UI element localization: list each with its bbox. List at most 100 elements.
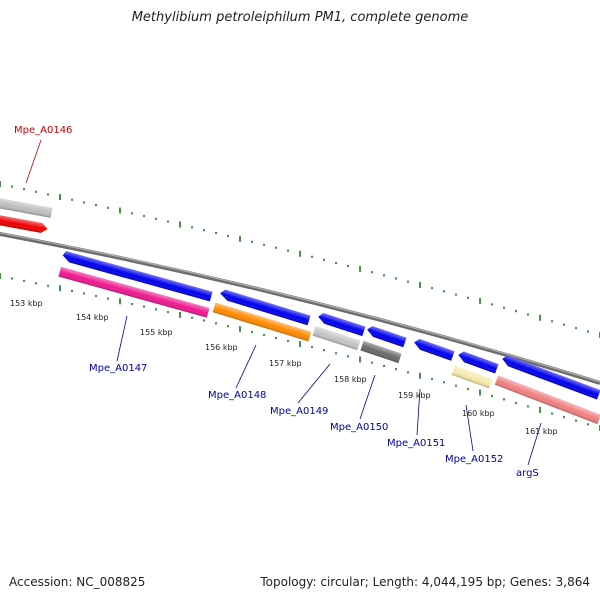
minor-tick (563, 416, 565, 419)
minor-tick (335, 261, 337, 264)
gene-label-mpe-a0152[interactable]: Mpe_A0152 (445, 454, 503, 465)
minor-tick (143, 214, 145, 218)
leader-mpe-a0152 (465, 404, 474, 452)
gene-label-args[interactable]: argS (516, 468, 539, 479)
leader-mpe-a0146 (25, 139, 42, 184)
gene-label-mpe-a0151[interactable]: Mpe_A0151 (387, 438, 445, 449)
kbp-label: 155 kbp (140, 328, 173, 337)
feature-mpe-a0152[interactable] (451, 365, 493, 389)
major-tick (119, 298, 121, 305)
major-tick (299, 341, 301, 347)
minor-tick (395, 277, 397, 280)
minor-tick (215, 322, 217, 325)
genome-summary-text: Topology: circular; Length: 4,044,195 bp… (260, 575, 590, 589)
minor-tick (323, 258, 325, 261)
minor-tick (215, 232, 217, 235)
kbp-labels: 153 kbp 154 kbp 155 kbp 156 kbp 157 kbp … (10, 299, 558, 436)
minor-tick (347, 355, 349, 358)
minor-tick (383, 274, 385, 277)
minor-tick (71, 289, 73, 292)
minor-tick (191, 226, 193, 229)
minor-tick (107, 206, 109, 209)
minor-tick (491, 303, 493, 306)
feature-args[interactable] (494, 375, 600, 425)
minor-tick (71, 198, 73, 201)
gene-arrow-6[interactable] (457, 350, 499, 374)
leader-args (527, 422, 542, 466)
minor-tick (263, 243, 265, 246)
minor-tick (503, 398, 505, 401)
minor-tick (575, 419, 577, 422)
minor-tick (407, 280, 409, 283)
minor-tick (251, 240, 253, 243)
minor-tick (107, 297, 109, 300)
minor-tick (227, 325, 229, 328)
leader-mpe-a0149 (297, 363, 331, 404)
gene-arrow-2[interactable] (219, 288, 311, 326)
gene-mpe-a0146-grey[interactable] (0, 197, 53, 218)
minor-tick (443, 290, 445, 293)
gene-arrow-1[interactable] (61, 251, 213, 302)
gene-label-mpe-a0146[interactable]: Mpe_A0146 (14, 125, 72, 136)
major-tick (419, 372, 421, 379)
minor-tick (395, 368, 397, 371)
minor-tick (431, 287, 433, 290)
major-tick (0, 273, 1, 279)
feature-mpe-a0148[interactable] (212, 302, 312, 342)
leader-mpe-a0151 (416, 388, 421, 436)
major-tick (179, 311, 181, 318)
minor-tick (311, 346, 313, 349)
genome-backbone (0, 231, 600, 385)
feature-mpe-a0149[interactable] (312, 326, 361, 351)
minor-tick (491, 394, 493, 397)
minor-tick (143, 305, 145, 308)
gene-arrow-5[interactable] (412, 338, 455, 361)
gene-label-mpe-a0150[interactable]: Mpe_A0150 (330, 422, 388, 433)
minor-tick (23, 279, 25, 282)
major-tick (179, 221, 181, 228)
major-tick (299, 250, 301, 257)
gene-arrow-7[interactable] (501, 354, 600, 400)
minor-tick (11, 185, 13, 188)
minor-tick (203, 229, 205, 232)
gene-arrow-3[interactable] (317, 312, 366, 337)
minor-tick (35, 282, 37, 285)
minor-tick (23, 188, 25, 191)
minor-tick (503, 306, 505, 309)
gene-label-mpe-a0148[interactable]: Mpe_A0148 (208, 390, 266, 401)
leader-mpe-a0148 (235, 344, 257, 389)
minor-tick (167, 311, 169, 314)
minor-tick (95, 204, 97, 207)
feature-mpe-a0150[interactable] (360, 340, 402, 364)
outer-tick-ring (0, 181, 600, 338)
minor-tick (287, 249, 289, 252)
minor-tick (443, 381, 445, 384)
minor-tick (311, 255, 313, 258)
major-tick (419, 281, 421, 288)
label-leader-lines (25, 139, 542, 466)
minor-tick (467, 388, 469, 391)
major-tick (59, 194, 61, 200)
major-tick (0, 181, 1, 187)
minor-tick (227, 234, 229, 238)
feature-mpe-a0147[interactable] (58, 266, 210, 318)
minor-tick (335, 352, 337, 355)
leader-mpe-a0147 (116, 315, 128, 362)
minor-tick (155, 308, 157, 311)
kbp-label: 153 kbp (10, 299, 43, 308)
kbp-label: 156 kbp (205, 343, 238, 352)
kbp-label: 154 kbp (76, 313, 109, 322)
gene-mpe-a0146[interactable] (0, 213, 48, 234)
minor-tick (203, 319, 205, 322)
gene-arrow-4[interactable] (365, 325, 407, 348)
major-tick (239, 326, 241, 333)
minor-tick (383, 364, 385, 367)
gene-label-mpe-a0147[interactable]: Mpe_A0147 (89, 363, 147, 374)
gene-label-mpe-a0149[interactable]: Mpe_A0149 (270, 406, 328, 417)
minor-tick (191, 316, 193, 319)
major-tick (479, 298, 481, 305)
minor-tick (131, 302, 133, 305)
minor-tick (527, 405, 529, 408)
major-tick (119, 207, 121, 214)
